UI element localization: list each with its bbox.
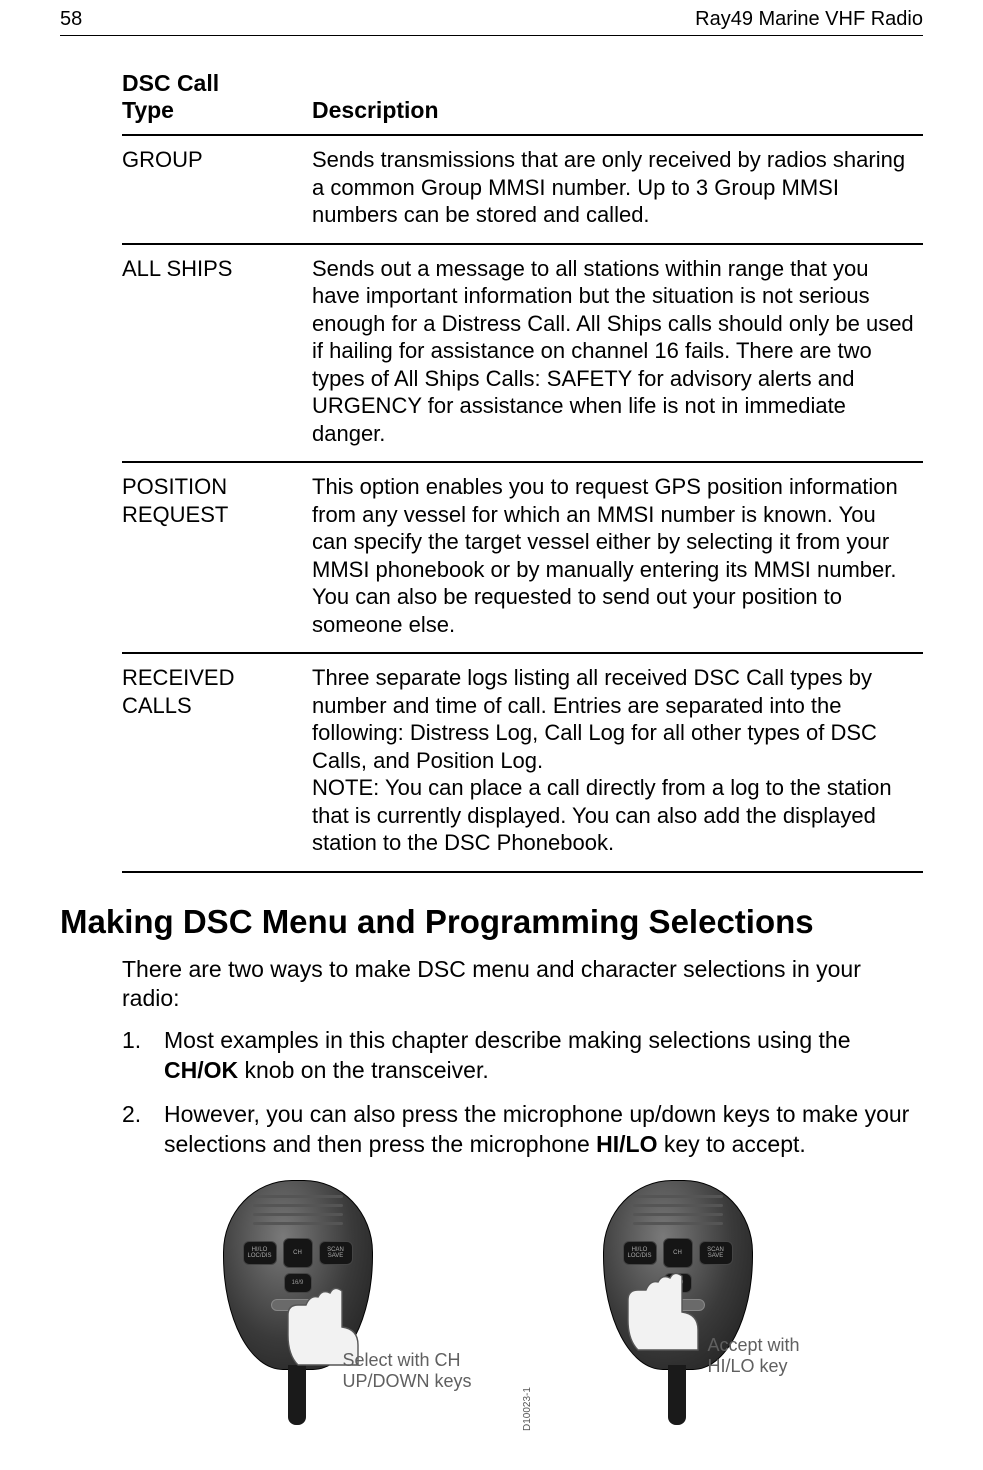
mic-btn-scan[interactable]: SCAN SAVE <box>319 1241 353 1265</box>
caption-line: Select with CH <box>343 1350 461 1370</box>
list-item: 1. Most examples in this chapter describ… <box>122 1026 923 1086</box>
item-post: knob on the transceiver. <box>238 1057 489 1083</box>
item-text: Most examples in this chapter describe m… <box>164 1026 923 1086</box>
col-header-desc: Description <box>312 64 923 135</box>
mic-btn-ch[interactable]: CH <box>283 1238 313 1268</box>
table-row: GROUP Sends transmissions that are only … <box>122 135 923 244</box>
cell-desc: Three separate logs listing all received… <box>312 653 923 872</box>
col-header-type-text: DSC CallType <box>122 70 219 123</box>
list-item: 2. However, you can also press the micro… <box>122 1100 923 1160</box>
item-pre: Most examples in this chapter describe m… <box>164 1027 851 1053</box>
cell-type: RECEIVED CALLS <box>122 653 312 872</box>
mic-grille <box>253 1195 343 1225</box>
mic-cord <box>668 1365 686 1425</box>
page-header: 58 Ray49 Marine VHF Radio <box>60 0 923 36</box>
section-heading: Making DSC Menu and Programming Selectio… <box>60 903 923 941</box>
mic-right: HI/LO LOC/DIS CH SCAN SAVE 16/9 <box>563 1180 863 1430</box>
col-header-type: DSC CallType <box>122 64 312 135</box>
caption-line: Accept with <box>708 1335 800 1355</box>
item-bold: HI/LO <box>596 1131 657 1157</box>
table-row: RECEIVED CALLS Three separate logs listi… <box>122 653 923 872</box>
btn-label: CH <box>673 1250 682 1256</box>
item-bold: CH/OK <box>164 1057 238 1083</box>
item-number: 2. <box>122 1100 164 1160</box>
cell-desc: Sends transmissions that are only receiv… <box>312 135 923 244</box>
dsc-call-table: DSC CallType Description GROUP Sends tra… <box>122 64 923 873</box>
doc-title: Ray49 Marine VHF Radio <box>695 8 923 31</box>
item-post: key to accept. <box>658 1131 806 1157</box>
cell-desc: Sends out a message to all stations with… <box>312 244 923 463</box>
mic-grille <box>633 1195 723 1225</box>
caption-right: Accept with HI/LO key <box>708 1335 800 1376</box>
mic-btn-hilo[interactable]: HI/LO LOC/DIS <box>243 1241 277 1265</box>
table-row: ALL SHIPS Sends out a message to all sta… <box>122 244 923 463</box>
cell-type: GROUP <box>122 135 312 244</box>
cell-desc: This option enables you to request GPS p… <box>312 462 923 653</box>
figure-id: D10023-1 <box>522 1387 533 1431</box>
cell-type: ALL SHIPS <box>122 244 312 463</box>
caption-line: UP/DOWN keys <box>343 1371 472 1391</box>
item-text: However, you can also press the micropho… <box>164 1100 923 1160</box>
btn-label: SAVE <box>708 1253 724 1259</box>
btn-label: CH <box>293 1250 302 1256</box>
page-number: 58 <box>60 8 82 31</box>
section-intro: There are two ways to make DSC menu and … <box>122 955 923 1015</box>
btn-label: LOC/DIS <box>627 1253 651 1259</box>
numbered-list: 1. Most examples in this chapter describ… <box>122 1026 923 1160</box>
caption-left: Select with CH UP/DOWN keys <box>343 1350 472 1391</box>
cell-type: POSITION REQUEST <box>122 462 312 653</box>
microphone-figure: HI/LO LOC/DIS CH SCAN SAVE 16/9 <box>122 1180 923 1430</box>
btn-label: SAVE <box>328 1253 344 1259</box>
mic-left: HI/LO LOC/DIS CH SCAN SAVE 16/9 <box>183 1180 483 1430</box>
table-row: POSITION REQUEST This option enables you… <box>122 462 923 653</box>
item-number: 1. <box>122 1026 164 1086</box>
caption-line: HI/LO key <box>708 1356 788 1376</box>
btn-label: LOC/DIS <box>247 1253 271 1259</box>
mic-button-row: HI/LO LOC/DIS CH SCAN SAVE <box>243 1241 353 1271</box>
